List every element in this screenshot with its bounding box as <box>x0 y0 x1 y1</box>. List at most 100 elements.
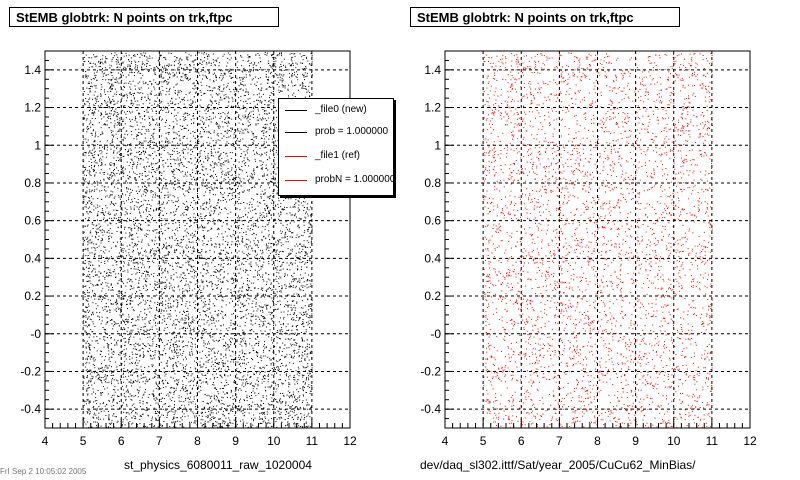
scatter-point <box>289 383 291 385</box>
scatter-point <box>302 400 304 402</box>
scatter-point <box>197 304 199 306</box>
scatter-point <box>141 152 143 153</box>
scatter-point <box>238 174 240 176</box>
scatter-point <box>298 201 300 203</box>
scatter-point <box>111 236 113 238</box>
scatter-point <box>253 63 255 65</box>
scatter-point <box>256 388 258 390</box>
scatter-point <box>286 262 288 264</box>
scatter-point <box>263 130 265 132</box>
scatter-point <box>194 346 196 348</box>
scatter-point <box>253 168 255 170</box>
scatter-point <box>274 73 276 75</box>
scatter-point <box>284 232 286 234</box>
scatter-point <box>257 385 259 387</box>
scatter-point <box>153 209 155 211</box>
scatter-point <box>191 348 193 350</box>
scatter-point <box>100 105 102 107</box>
scatter-point <box>188 181 190 183</box>
scatter-point <box>232 256 234 258</box>
scatter-point <box>230 158 232 160</box>
scatter-point <box>303 198 305 200</box>
scatter-point <box>135 88 136 90</box>
scatter-point <box>174 286 175 288</box>
scatter-point <box>211 285 213 287</box>
scatter-point <box>292 280 294 282</box>
scatter-point <box>109 143 111 145</box>
scatter-point <box>300 289 302 291</box>
scatter-point <box>165 373 167 375</box>
scatter-point <box>252 143 253 145</box>
scatter-point <box>192 169 194 171</box>
scatter-point <box>110 164 112 166</box>
scatter-point <box>134 177 136 179</box>
scatter-point <box>126 220 128 222</box>
scatter-point <box>117 389 119 391</box>
scatter-point <box>299 387 301 389</box>
scatter-point <box>138 226 140 228</box>
scatter-point <box>215 257 216 258</box>
scatter-point <box>170 387 172 389</box>
scatter-point <box>303 246 305 248</box>
scatter-point <box>87 255 89 256</box>
scatter-point <box>200 150 202 151</box>
scatter-point <box>210 94 212 96</box>
scatter-point <box>263 110 265 112</box>
scatter-point <box>197 287 199 288</box>
scatter-point <box>140 133 142 135</box>
scatter-point <box>127 342 129 344</box>
scatter-point <box>116 112 118 113</box>
scatter-point <box>139 418 141 420</box>
scatter-point <box>248 178 250 180</box>
scatter-point <box>139 333 140 335</box>
scatter-point <box>168 253 170 255</box>
scatter-point <box>249 395 250 397</box>
scatter-point <box>91 154 93 156</box>
scatter-point <box>236 90 238 92</box>
scatter-point <box>242 138 244 140</box>
scatter-point <box>306 404 308 406</box>
scatter-point <box>97 213 99 215</box>
scatter-point <box>302 314 304 316</box>
scatter-point <box>156 122 158 124</box>
scatter-point <box>139 289 141 291</box>
scatter-point <box>201 249 203 251</box>
scatter-point <box>117 187 119 189</box>
scatter-point <box>187 59 189 61</box>
scatter-point <box>163 159 165 161</box>
scatter-point <box>128 165 130 167</box>
scatter-point <box>84 262 86 264</box>
scatter-point <box>142 299 144 301</box>
scatter-point <box>267 356 269 358</box>
scatter-point <box>256 151 257 153</box>
scatter-point <box>124 292 126 294</box>
scatter-point <box>127 391 129 393</box>
scatter-point <box>234 132 236 134</box>
scatter-point <box>283 261 285 263</box>
scatter-point <box>244 271 246 273</box>
scatter-point <box>243 151 245 153</box>
scatter-point <box>109 271 111 273</box>
scatter-point <box>181 161 183 163</box>
scatter-point <box>153 250 155 252</box>
scatter-point <box>201 169 203 171</box>
scatter-point <box>300 360 302 362</box>
scatter-point <box>185 385 187 387</box>
scatter-point <box>305 399 307 401</box>
scatter-point <box>285 67 287 68</box>
scatter-point <box>300 408 302 410</box>
scatter-point <box>94 292 95 294</box>
scatter-point <box>188 114 190 115</box>
scatter-point <box>306 240 308 242</box>
scatter-point <box>131 293 133 295</box>
scatter-point <box>231 76 233 78</box>
scatter-point <box>130 188 131 190</box>
scatter-point <box>91 86 93 88</box>
scatter-point <box>188 187 190 189</box>
scatter-point <box>220 330 222 332</box>
scatter-point <box>252 224 254 226</box>
scatter-point <box>261 253 263 255</box>
scatter-point <box>182 98 184 100</box>
scatter-point <box>308 304 310 306</box>
scatter-point <box>247 125 249 127</box>
